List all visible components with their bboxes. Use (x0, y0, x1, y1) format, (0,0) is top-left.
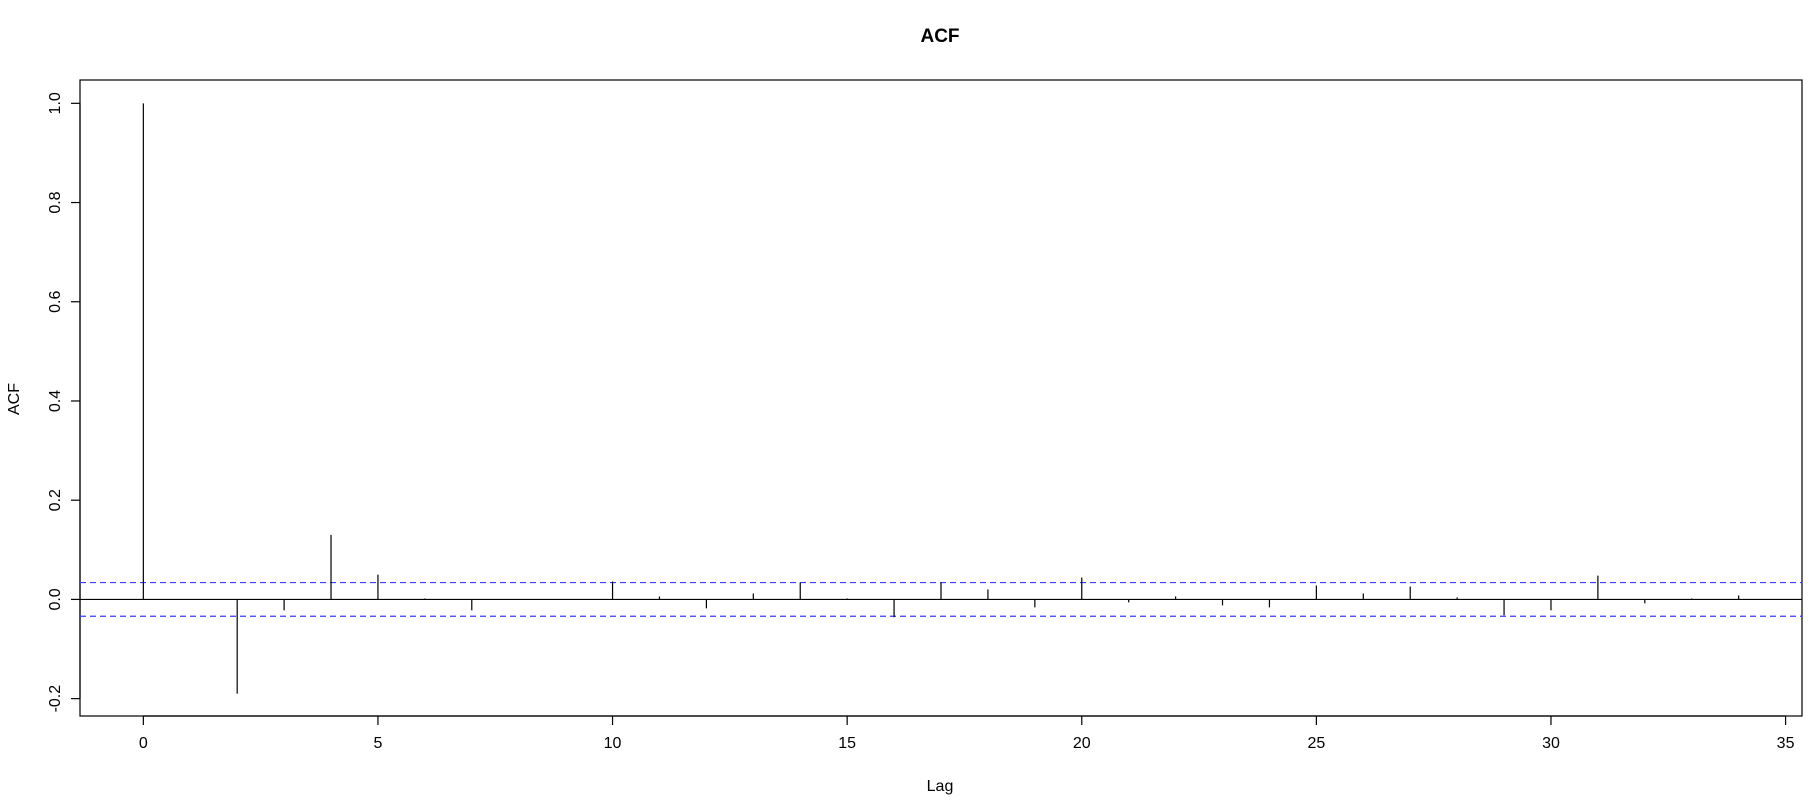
plot-frame (79, 79, 1803, 717)
y-tick-label: 0.0 (47, 588, 64, 610)
y-tick-label: 0.4 (47, 390, 64, 412)
chart-title: ACF (920, 26, 959, 47)
x-tick-label: 20 (1073, 735, 1091, 752)
y-tick-label: 0.6 (47, 291, 64, 313)
y-tick-label: 0.8 (47, 191, 64, 213)
y-tick-label: 1.0 (47, 92, 64, 114)
x-tick-label: 35 (1777, 735, 1795, 752)
x-tick-label: 5 (373, 735, 382, 752)
y-tick-label: -0.2 (47, 685, 64, 713)
y-axis: -0.2 0.0 0.2 0.4 0.6 0.8 1.0 (47, 92, 81, 713)
acf-bars (142, 103, 1740, 694)
x-tick-label: 10 (604, 735, 622, 752)
x-tick-label: 25 (1307, 735, 1325, 752)
x-axis-label: Lag (927, 778, 954, 795)
x-tick-label: 0 (139, 735, 148, 752)
x-tick-label: 15 (838, 735, 856, 752)
y-axis-label: ACF (6, 383, 23, 415)
y-tick-label: 0.2 (47, 489, 64, 511)
x-tick-label: 30 (1542, 735, 1560, 752)
x-axis: 0 5 10 15 20 25 30 35 (139, 715, 1795, 752)
